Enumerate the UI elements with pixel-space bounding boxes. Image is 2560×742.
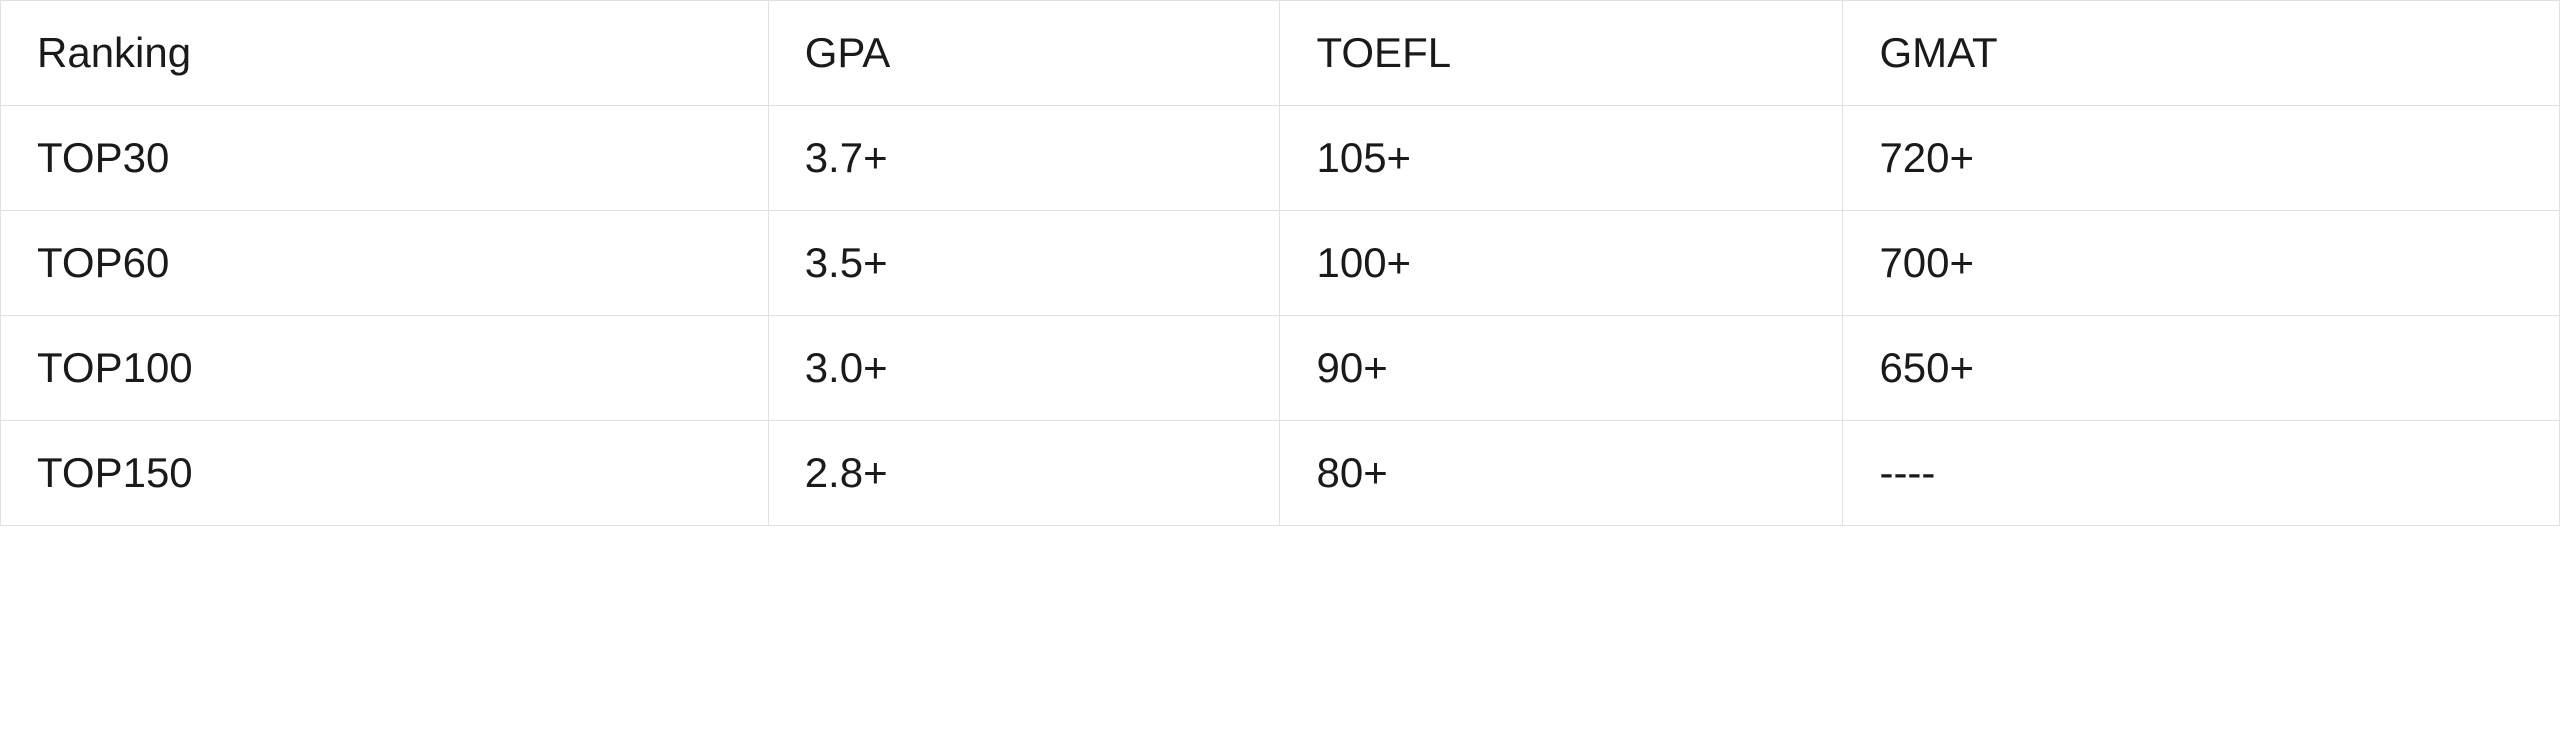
cell-gpa: 3.7+ bbox=[768, 106, 1280, 211]
cell-gpa: 3.5+ bbox=[768, 211, 1280, 316]
cell-gpa: 2.8+ bbox=[768, 421, 1280, 526]
column-header-ranking: Ranking bbox=[1, 1, 769, 106]
cell-toefl: 105+ bbox=[1280, 106, 1843, 211]
column-header-toefl: TOEFL bbox=[1280, 1, 1843, 106]
column-header-gpa: GPA bbox=[768, 1, 1280, 106]
cell-gmat: 700+ bbox=[1843, 211, 2560, 316]
table-header: Ranking GPA TOEFL GMAT bbox=[1, 1, 2560, 106]
cell-gmat: 720+ bbox=[1843, 106, 2560, 211]
cell-ranking: TOP100 bbox=[1, 316, 769, 421]
table-row: TOP60 3.5+ 100+ 700+ bbox=[1, 211, 2560, 316]
column-header-gmat: GMAT bbox=[1843, 1, 2560, 106]
cell-toefl: 100+ bbox=[1280, 211, 1843, 316]
table-row: TOP150 2.8+ 80+ ---- bbox=[1, 421, 2560, 526]
cell-ranking: TOP60 bbox=[1, 211, 769, 316]
cell-toefl: 90+ bbox=[1280, 316, 1843, 421]
cell-toefl: 80+ bbox=[1280, 421, 1843, 526]
cell-gmat: 650+ bbox=[1843, 316, 2560, 421]
requirements-table: Ranking GPA TOEFL GMAT TOP30 3.7+ 105+ 7… bbox=[0, 0, 2560, 526]
table-row: TOP100 3.0+ 90+ 650+ bbox=[1, 316, 2560, 421]
cell-gmat: ---- bbox=[1843, 421, 2560, 526]
cell-ranking: TOP150 bbox=[1, 421, 769, 526]
cell-gpa: 3.0+ bbox=[768, 316, 1280, 421]
table-header-row: Ranking GPA TOEFL GMAT bbox=[1, 1, 2560, 106]
table-body: TOP30 3.7+ 105+ 720+ TOP60 3.5+ 100+ 700… bbox=[1, 106, 2560, 526]
cell-ranking: TOP30 bbox=[1, 106, 769, 211]
table-row: TOP30 3.7+ 105+ 720+ bbox=[1, 106, 2560, 211]
